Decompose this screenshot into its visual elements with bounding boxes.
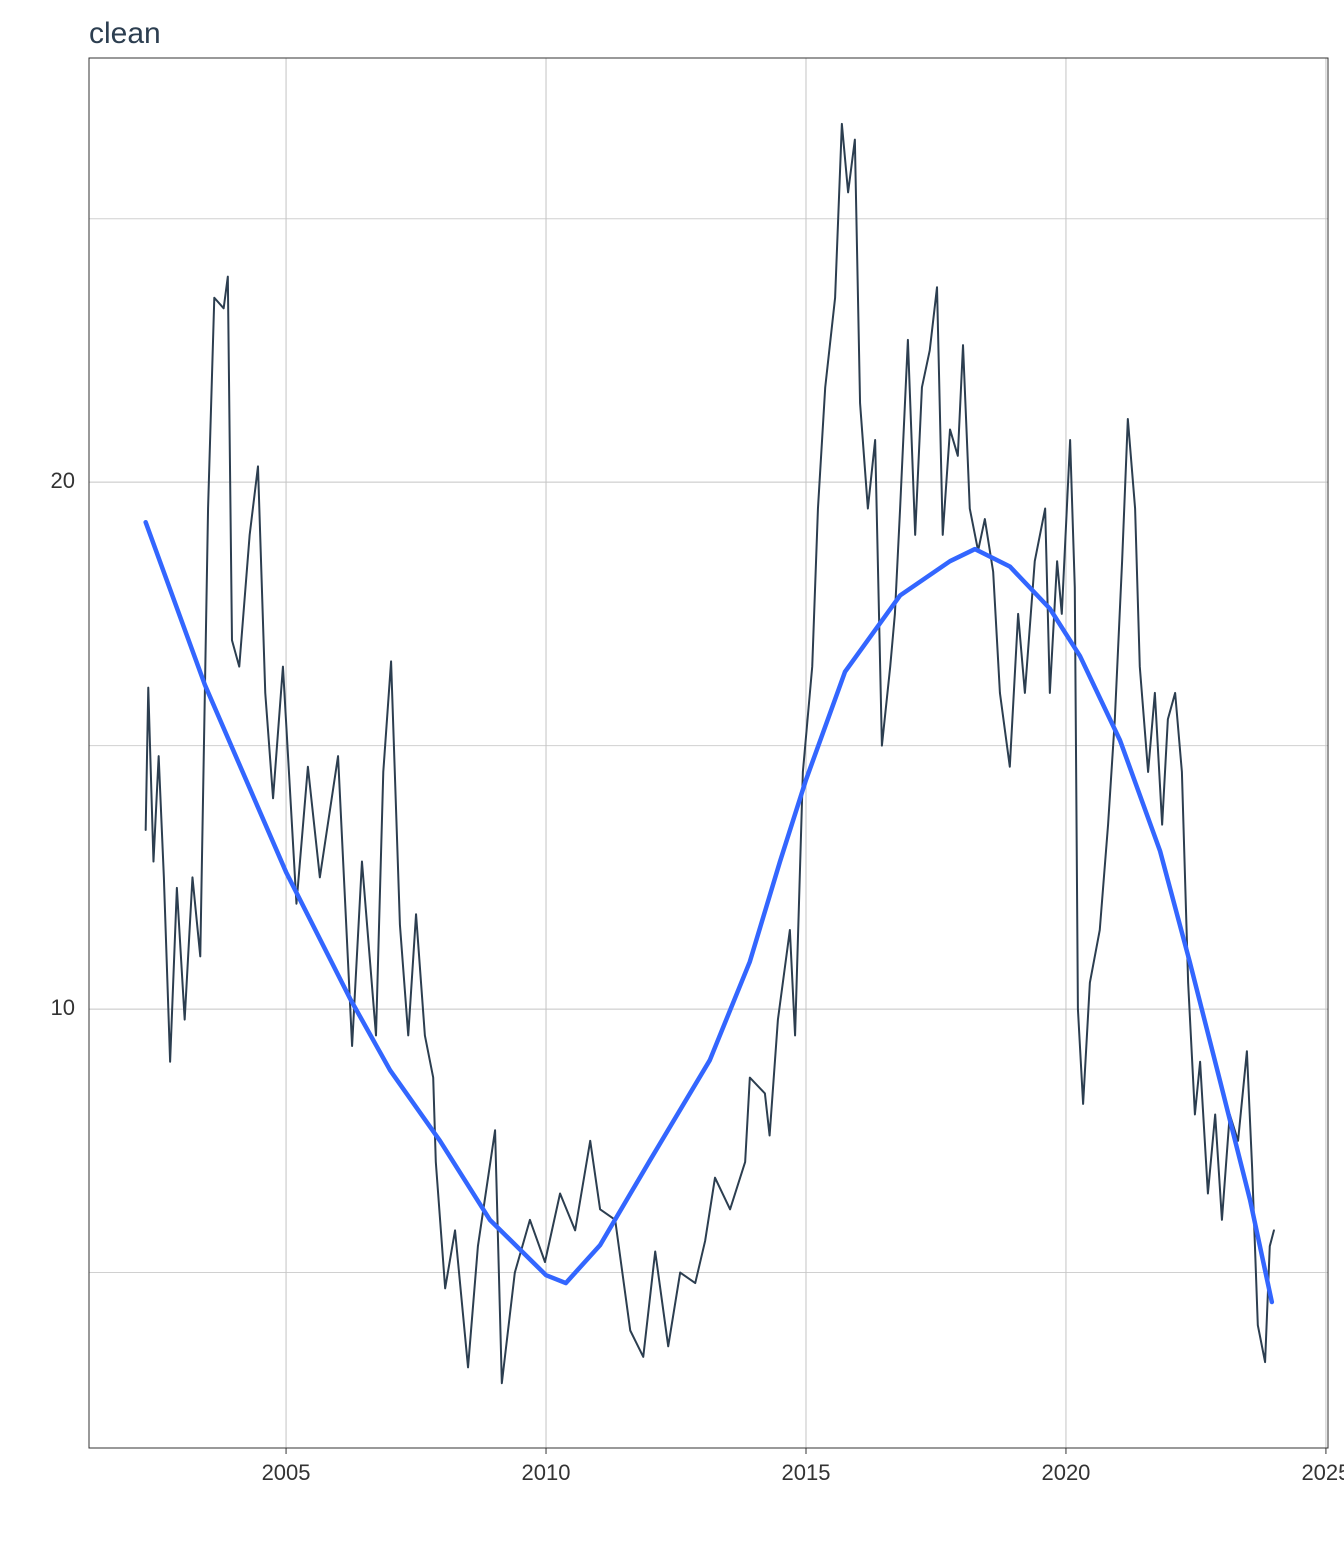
chart-title: clean <box>89 17 161 50</box>
x-tick-label: 2025 <box>1301 1460 1344 1485</box>
data-line <box>143 519 1275 1305</box>
y-tick-label: 10 <box>51 995 75 1020</box>
x-tick-label: 2015 <box>782 1460 831 1485</box>
x-tick-label: 2010 <box>522 1460 571 1485</box>
y-tick-label: 20 <box>51 468 75 493</box>
panel-border <box>88 57 1329 1449</box>
x-tick-label: 2020 <box>1041 1460 1090 1485</box>
x-tick-label: 2005 <box>262 1460 311 1485</box>
data-line <box>144 122 1275 1385</box>
